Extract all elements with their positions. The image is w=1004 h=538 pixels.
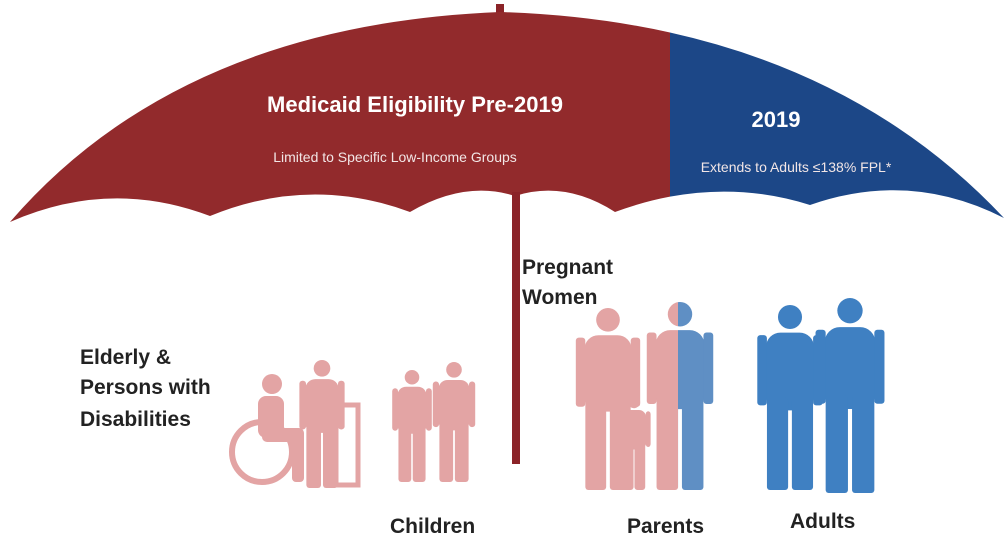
arm: [425, 388, 432, 431]
group-label: Children: [390, 515, 475, 538]
torso: [824, 327, 876, 410]
arm: [874, 329, 885, 404]
group-label: Adults: [790, 510, 855, 533]
leg: [439, 422, 454, 482]
canopy-right: [670, 32, 1004, 218]
people: [229, 298, 885, 493]
head: [678, 302, 693, 327]
torso: [655, 330, 678, 410]
head: [837, 298, 863, 324]
right-title: 2019: [752, 107, 801, 132]
group-label: Pregnant: [522, 256, 613, 279]
leg: [306, 424, 322, 488]
leg: [585, 399, 607, 490]
umbrella-tip: [496, 4, 504, 16]
umbrella: [10, 4, 1004, 464]
group-label: Women: [522, 286, 597, 309]
leg: [398, 426, 412, 482]
group-label: Disabilities: [80, 408, 191, 431]
leg: [791, 397, 814, 490]
torso: [621, 410, 647, 450]
head: [667, 302, 678, 327]
arm: [468, 381, 476, 428]
person: [815, 298, 885, 493]
arm: [432, 381, 440, 428]
leg: [412, 426, 426, 482]
walker: [333, 402, 361, 488]
head: [313, 360, 331, 377]
torso: [678, 330, 705, 410]
arm: [757, 335, 767, 406]
head: [446, 362, 462, 378]
umbrella-shaft: [512, 192, 520, 464]
group-label: Elderly &: [80, 346, 171, 369]
leg: [454, 422, 469, 482]
leg: [622, 443, 634, 490]
head: [627, 396, 641, 409]
leg: [656, 396, 678, 490]
leg: [292, 430, 304, 482]
person: [678, 302, 714, 490]
head: [777, 305, 803, 330]
group-label: Parents: [627, 515, 704, 538]
head: [262, 374, 282, 394]
person: [392, 370, 432, 482]
torso: [397, 386, 427, 434]
head: [404, 370, 420, 385]
right-subtitle: Extends to Adults ≤138% FPL*: [701, 159, 892, 175]
arm: [630, 337, 641, 407]
arm: [575, 337, 586, 407]
group-label: Persons with: [80, 376, 211, 399]
head: [596, 308, 620, 332]
torso: [305, 379, 339, 433]
arm: [645, 411, 651, 447]
arm: [646, 332, 657, 404]
torso: [258, 396, 284, 438]
person: [617, 396, 651, 490]
arm: [815, 329, 826, 404]
leg: [681, 396, 704, 490]
torso: [765, 332, 815, 411]
left-subtitle: Limited to Specific Low-Income Groups: [273, 149, 517, 165]
arm: [299, 380, 307, 430]
leg: [766, 397, 789, 490]
left-title: Medicaid Eligibility Pre-2019: [267, 92, 563, 117]
leg: [678, 398, 679, 488]
torso: [438, 379, 470, 431]
arm: [617, 411, 623, 447]
arm: [392, 388, 399, 431]
person: [575, 308, 641, 490]
canopy-left: [10, 12, 670, 222]
torso: [584, 335, 632, 412]
person: [646, 302, 678, 490]
leg: [634, 443, 646, 490]
leg: [852, 395, 875, 493]
arm: [703, 332, 714, 404]
leg: [825, 395, 848, 493]
person: [432, 362, 476, 482]
person: [757, 305, 823, 490]
